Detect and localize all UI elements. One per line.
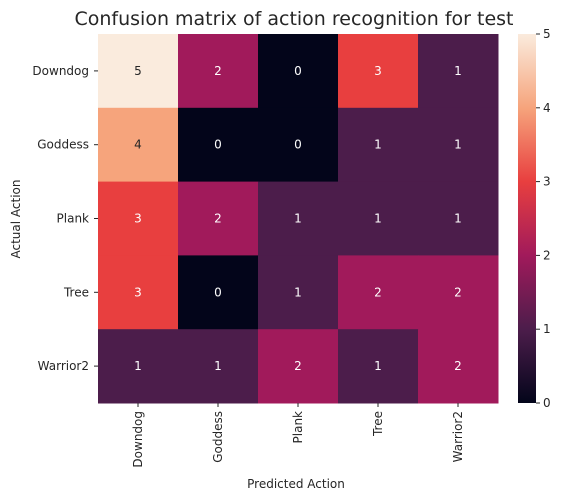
cell-value-label: 1 bbox=[454, 212, 462, 226]
x-axis-label: Predicted Action bbox=[247, 477, 345, 491]
heatmap-cell bbox=[338, 107, 419, 183]
heatmap-cell bbox=[418, 34, 499, 109]
cell-value-label: 1 bbox=[374, 359, 382, 373]
cell-value-label: 5 bbox=[134, 64, 142, 78]
cell-value-label: 1 bbox=[454, 138, 462, 152]
heatmap-cell bbox=[258, 34, 339, 109]
colorbar-tick-label: 5 bbox=[543, 27, 551, 41]
cell-value-label: 1 bbox=[374, 138, 382, 152]
y-tick-labels: Downdog Goddess Plank Tree Warrior2 bbox=[32, 64, 98, 373]
heatmap-cell bbox=[338, 181, 419, 256]
cell-value-label: 1 bbox=[454, 64, 462, 78]
heatmap-cell bbox=[178, 329, 259, 404]
cell-value-label: 4 bbox=[134, 138, 142, 152]
heatmap-cell bbox=[418, 181, 499, 256]
heatmap-cell bbox=[98, 181, 179, 256]
y-tick-label: Goddess bbox=[37, 138, 89, 152]
chart-title: Confusion matrix of action recognition f… bbox=[74, 8, 513, 30]
cell-value-label: 0 bbox=[214, 285, 222, 299]
colorbar-tick-label: 4 bbox=[543, 101, 551, 115]
y-tick-label: Tree bbox=[63, 285, 89, 299]
y-tick-label: Plank bbox=[57, 212, 90, 226]
heatmap-cells: 5 2 0 3 1 4 0 0 1 1 3 2 1 1 1 3 0 1 2 2 1 1 2 1 2 bbox=[98, 34, 499, 404]
cell-value-label: 1 bbox=[214, 359, 222, 373]
heatmap-cell bbox=[98, 34, 179, 109]
cell-value-label: 1 bbox=[134, 359, 142, 373]
colorbar-tick-label: 2 bbox=[543, 248, 551, 262]
heatmap-cell bbox=[98, 255, 179, 330]
heatmap-cell bbox=[338, 34, 419, 109]
cell-value-label: 3 bbox=[134, 285, 142, 299]
x-tick-label: Tree bbox=[371, 411, 385, 437]
heatmap-cell bbox=[258, 181, 339, 256]
heatmap-cell bbox=[178, 34, 259, 109]
cell-value-label: 2 bbox=[454, 285, 462, 299]
cell-value-label: 2 bbox=[374, 285, 382, 299]
y-tick-label: Warrior2 bbox=[38, 359, 89, 373]
heatmap-cell bbox=[258, 107, 339, 183]
cell-value-label: 1 bbox=[374, 212, 382, 226]
cell-value-label: 3 bbox=[374, 64, 382, 78]
x-tick-label: Warrior2 bbox=[451, 411, 465, 462]
colorbar-tick-label: 1 bbox=[543, 322, 551, 336]
heatmap-cell bbox=[338, 255, 419, 330]
cell-value-label: 2 bbox=[294, 359, 302, 373]
heatmap-cell bbox=[98, 107, 179, 183]
x-tick-label: Goddess bbox=[211, 411, 225, 463]
x-tick-label: Plank bbox=[291, 411, 305, 444]
heatmap-cell bbox=[418, 329, 499, 404]
cell-value-label: 3 bbox=[134, 212, 142, 226]
heatmap-cell bbox=[178, 255, 259, 330]
heatmap-cell bbox=[98, 329, 179, 404]
heatmap-cell bbox=[258, 329, 339, 404]
y-tick-label: Downdog bbox=[32, 64, 89, 78]
cell-value-label: 0 bbox=[214, 138, 222, 152]
x-tick-label: Downdog bbox=[131, 411, 145, 468]
colorbar-tick-label: 3 bbox=[543, 175, 551, 189]
cell-value-label: 2 bbox=[454, 359, 462, 373]
cell-value-label: 2 bbox=[214, 64, 222, 78]
cell-value-label: 2 bbox=[214, 212, 222, 226]
colorbar-tick-label: 0 bbox=[543, 396, 551, 410]
x-tick-labels: Downdog Goddess Plank Tree Warrior2 bbox=[131, 403, 465, 468]
heatmap-cell bbox=[258, 255, 339, 330]
colorbar bbox=[518, 34, 536, 403]
heatmap-cell bbox=[418, 255, 499, 330]
colorbar-tick-labels: 0 1 2 3 4 5 bbox=[536, 27, 551, 410]
cell-value-label: 1 bbox=[294, 212, 302, 226]
heatmap-cell bbox=[418, 107, 499, 183]
heatmap-cell bbox=[178, 181, 259, 256]
heatmap-cell bbox=[178, 107, 259, 183]
cell-value-label: 0 bbox=[294, 138, 302, 152]
heatmap-cell bbox=[338, 329, 419, 404]
y-axis-label: Actual Action bbox=[9, 180, 23, 259]
cell-value-label: 0 bbox=[294, 64, 302, 78]
cell-value-label: 1 bbox=[294, 285, 302, 299]
